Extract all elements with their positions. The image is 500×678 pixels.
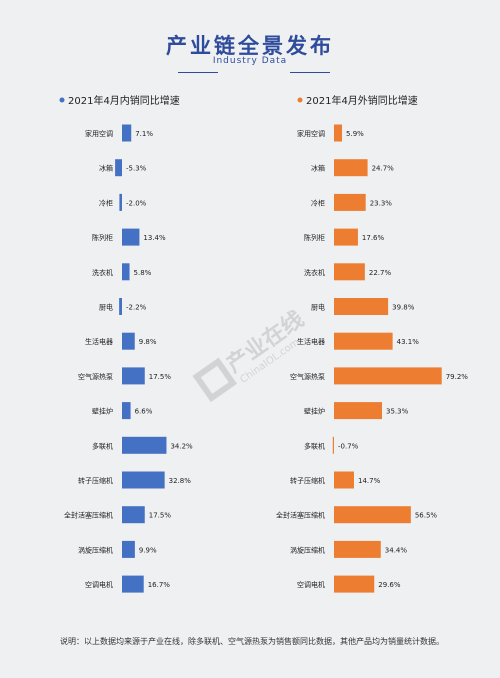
data-label: 17.6% [362,234,385,242]
category-label: 涡旋压缩机 [78,545,113,554]
data-label: 14.7% [358,477,381,485]
bar [334,506,411,524]
data-label: -5.3% [126,165,147,173]
data-label: 6.6% [135,408,153,416]
bar [334,193,366,211]
category-label: 生活电器 [297,337,325,346]
category-label: 空气源热泵 [290,372,325,381]
data-label: 9.9% [139,546,157,554]
data-label: 34.4% [385,546,408,554]
data-label: 16.7% [148,581,171,589]
bar [334,263,365,281]
category-label: 多联机 [304,441,325,450]
bar [334,471,354,489]
bar [334,228,358,246]
category-label: 家用空调 [297,129,325,138]
footnote: 说明：以上数据均来源于产业在线，除多联机、空气源热泵为销售额同比数据，其他产品均… [60,637,444,646]
bar [122,506,145,524]
bar [334,540,381,558]
bar [334,159,368,177]
bar [332,436,334,454]
category-label: 洗衣机 [92,268,113,277]
page-subtitle: Industry Data [212,56,288,66]
category-label: 生活电器 [85,337,113,346]
category-label: 多联机 [92,441,113,450]
category-label: 空气源热泵 [78,372,113,381]
data-label: 56.5% [415,512,438,520]
data-label: -2.2% [126,304,147,312]
category-label: 涡旋压缩机 [290,545,325,554]
data-label: 22.7% [369,269,392,277]
category-label: 全封活塞压缩机 [276,511,325,520]
data-label: 43.1% [397,338,420,346]
bar [122,228,140,246]
data-label: -2.0% [126,199,147,207]
bar [122,263,130,281]
bar [334,575,375,593]
bar [334,298,389,315]
category-label: 厨电 [311,303,325,312]
data-label: 5.9% [346,130,364,138]
category-label: 冰箱 [99,164,113,173]
chart-title: 2021年4月内销同比增速 [68,94,180,107]
title-rule-left [178,72,218,73]
category-label: 家用空调 [85,129,113,138]
data-label: 29.6% [378,581,401,589]
bar [122,575,144,593]
bar [122,471,165,489]
title-rule-right [290,72,330,73]
bar [115,159,122,177]
bar [122,124,132,142]
bar [122,332,135,350]
category-label: 全封活塞压缩机 [64,511,113,520]
bar [334,124,343,142]
data-label: 23.3% [370,199,393,207]
category-label: 壁挂炉 [304,407,325,416]
category-label: 陈列柜 [92,233,113,242]
bar [119,193,122,211]
chart-title-bullet [297,97,303,103]
category-label: 陈列柜 [304,233,325,242]
page-title: 产业链全景发布 [166,34,334,58]
category-label: 冷柜 [311,198,325,207]
category-label: 洗衣机 [304,268,325,277]
bar [119,298,122,315]
category-label: 空调电机 [297,580,325,589]
category-label: 转子压缩机 [290,476,325,485]
data-label: -0.7% [338,442,359,450]
data-label: 9.8% [139,338,157,346]
category-label: 冷柜 [99,198,113,207]
bar [122,540,135,558]
chart-title: 2021年4月外销同比增速 [306,94,418,107]
data-label: 39.8% [392,304,415,312]
data-label: 17.5% [149,512,172,520]
data-label: 13.4% [143,234,166,242]
category-label: 转子压缩机 [78,476,113,485]
bar [334,367,442,385]
category-label: 厨电 [99,303,113,312]
chart-title-bullet [59,97,65,103]
data-label: 35.3% [386,408,409,416]
category-label: 空调电机 [85,580,113,589]
category-label: 冰箱 [311,164,325,173]
data-label: 5.8% [134,269,152,277]
category-label: 壁挂炉 [92,407,113,416]
data-label: 79.2% [446,373,469,381]
bar [334,402,383,420]
watermark-logo: 产业在线 ChinaIOL.com [185,305,309,405]
data-label: 7.1% [135,130,153,138]
data-label: 24.7% [372,165,395,173]
bar [122,367,145,385]
bar [122,436,167,454]
data-label: 34.2% [170,442,193,450]
data-label: 32.8% [169,477,192,485]
bar [334,332,393,350]
data-label: 17.5% [149,373,172,381]
bar [122,402,131,420]
